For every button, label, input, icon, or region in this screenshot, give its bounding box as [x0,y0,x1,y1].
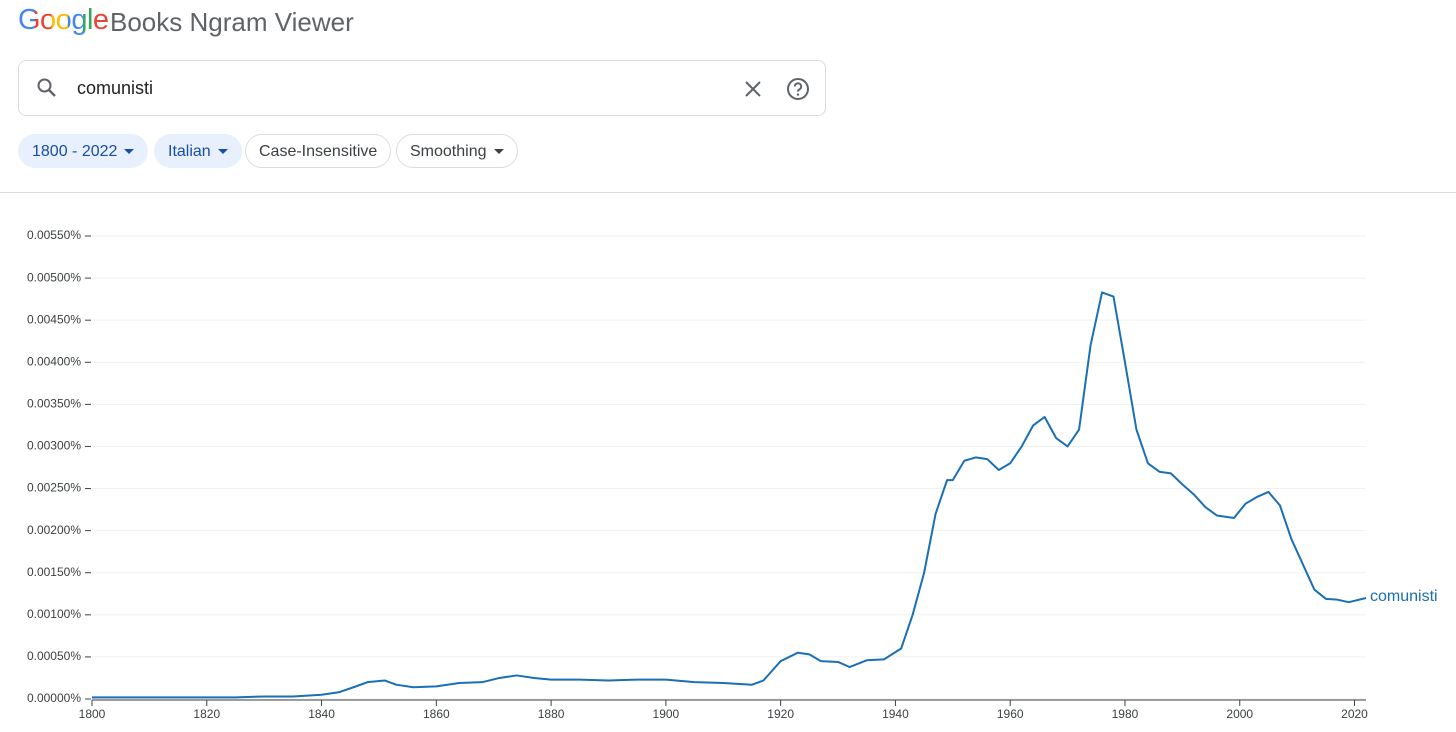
x-tick-label: 2020 [1341,707,1368,721]
chart: 0.00000% 0.00050% 0.00100% 0.00150% 0.00200%… [27,228,1438,721]
search-query[interactable]: comunisti [77,78,154,98]
x-tick-label: 1900 [653,707,680,721]
case-chip[interactable]: Case-Insensitive [245,134,392,168]
series-label: comunisti [1370,588,1438,605]
y-tick-label: 0.00100% [27,607,81,621]
chip-label: 1800 - 2022 [32,143,118,160]
y-tick-label: 0.00550% [27,228,81,242]
help-icon[interactable] [785,76,811,102]
search-box[interactable]: comunisti [18,60,826,116]
y-tick-label: 0.00350% [27,397,81,411]
chip-label: Italian [168,143,211,160]
x-tick-label: 1840 [308,707,335,721]
y-tick-label: 0.00150% [27,565,81,579]
y-tick-label: 0.00000% [27,691,81,705]
series-line [92,291,1367,699]
y-tick-label: 0.00250% [27,481,81,495]
x-tick-label: 1960 [997,707,1024,721]
y-tick-label: 0.00200% [27,523,81,537]
chip-label: Case-Insensitive [259,143,378,160]
x-tick-label: 1980 [1112,707,1139,721]
x-tick-label: 1860 [423,707,450,721]
x-tick-label: 1920 [767,707,794,721]
y-tick-label: 0.00500% [27,270,81,284]
search-icon [37,78,56,97]
chip-label: Smoothing [410,143,487,160]
y-tick-label: 0.00400% [27,354,81,368]
x-tick-label: 1880 [538,707,565,721]
clear-icon[interactable] [741,77,765,101]
y-tick-label: 0.00450% [27,312,81,326]
x-tick-label: 1820 [193,707,220,721]
smoothing-chip[interactable]: Smoothing [396,134,518,168]
y-tick-label: 0.00300% [27,439,81,453]
corpus-chip[interactable]: Italian [154,134,242,168]
year-range-chip[interactable]: 1800 - 2022 [18,134,149,168]
y-tick-label: 0.00050% [27,649,81,663]
logo[interactable]: Google [18,4,109,36]
divider [0,192,1456,193]
product-name: Books Ngram Viewer [110,7,354,37]
x-tick-label: 1800 [79,707,106,721]
x-tick-label: 2000 [1226,707,1253,721]
x-tick-label: 1940 [882,707,909,721]
